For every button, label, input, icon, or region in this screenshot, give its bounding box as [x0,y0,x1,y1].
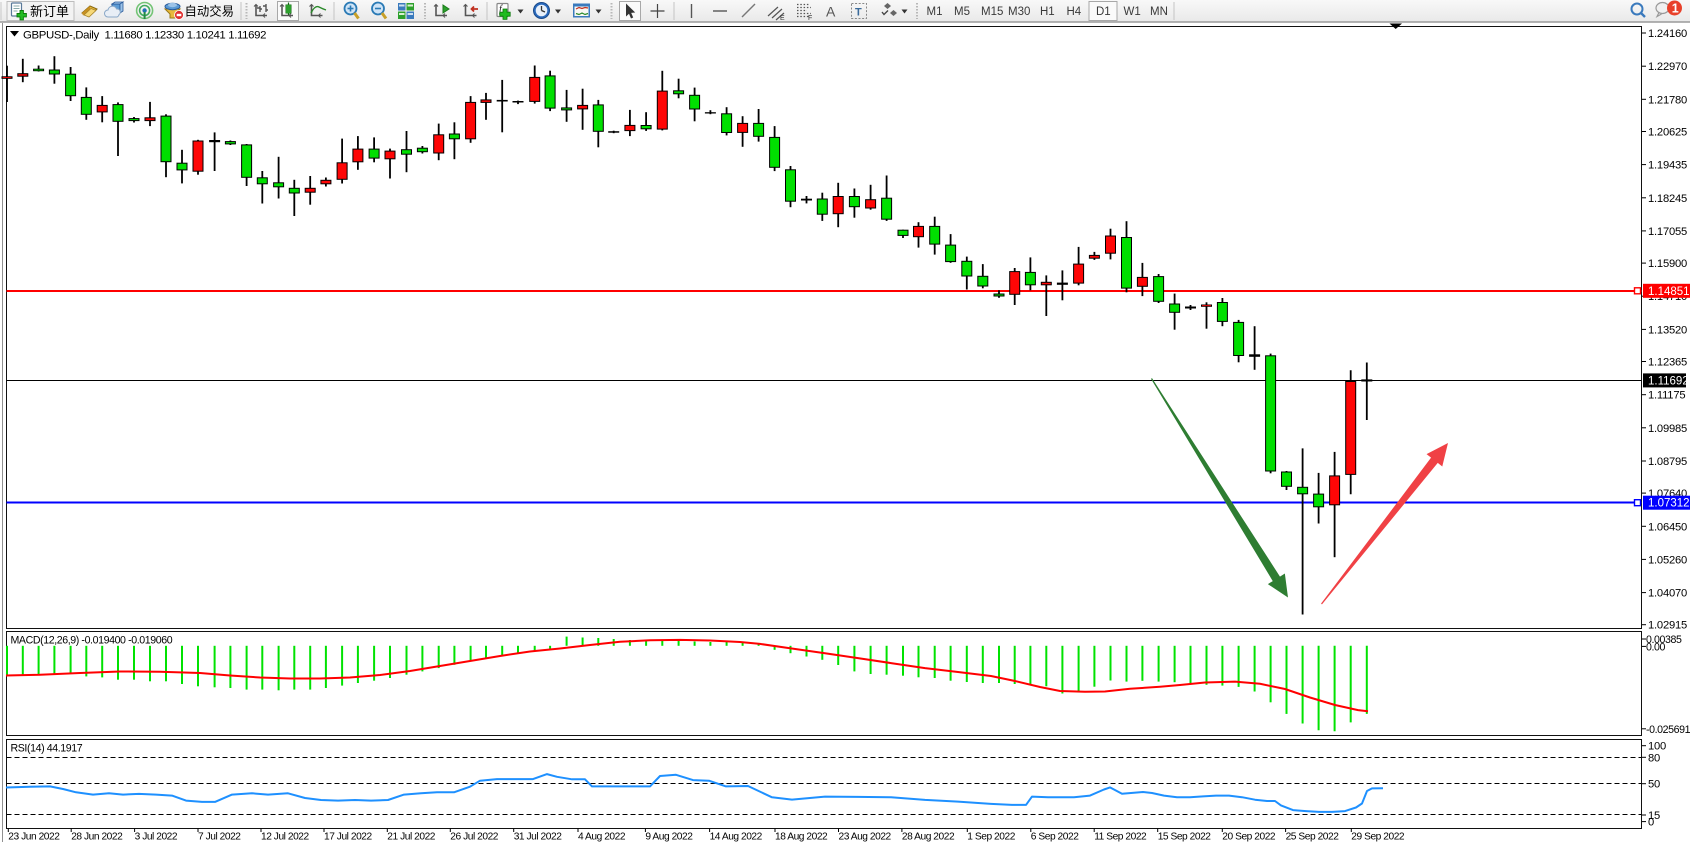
svg-text:6 Sep 2022: 6 Sep 2022 [1031,832,1079,842]
svg-text:1.05260: 1.05260 [1648,554,1687,566]
svg-text:3 Jul 2022: 3 Jul 2022 [135,832,178,842]
svg-text:1.11175: 1.11175 [1648,390,1685,402]
svg-text:MACD(12,26,9) -0.019400 -0.019: MACD(12,26,9) -0.019400 -0.019060 [11,635,173,647]
svg-text:20 Sep 2022: 20 Sep 2022 [1222,832,1276,842]
svg-text:1.09985: 1.09985 [1648,423,1687,435]
svg-text:1.19435: 1.19435 [1648,160,1687,172]
svg-text:E: E [780,15,785,22]
svg-text:1.07312: 1.07312 [1648,498,1690,510]
svg-text:7 Jul 2022: 7 Jul 2022 [198,832,241,842]
svg-text:31 Jul 2022: 31 Jul 2022 [514,832,563,842]
svg-text:15 Sep 2022: 15 Sep 2022 [1158,832,1212,842]
svg-text:A: A [826,4,836,20]
svg-text:1.02915: 1.02915 [1648,620,1687,632]
svg-text:H4: H4 [1067,6,1082,18]
svg-text:25 Sep 2022: 25 Sep 2022 [1286,832,1340,842]
svg-text:T: T [855,7,862,19]
svg-text:1.04070: 1.04070 [1648,588,1687,600]
svg-text:-0.025691: -0.025691 [1646,724,1690,736]
svg-text:1.15900: 1.15900 [1648,258,1687,270]
svg-text:自动交易: 自动交易 [185,4,235,19]
svg-text:W1: W1 [1124,6,1141,18]
svg-text:0: 0 [1648,817,1654,829]
svg-text:1.17055: 1.17055 [1648,226,1687,238]
svg-text:26 Jul 2022: 26 Jul 2022 [450,832,499,842]
svg-text:15: 15 [1648,810,1660,822]
svg-text:MN: MN [1150,6,1168,18]
svg-text:1.12365: 1.12365 [1648,357,1687,369]
svg-text:1.20625: 1.20625 [1648,127,1687,139]
svg-text:1: 1 [1672,2,1679,16]
svg-text:0.00: 0.00 [1646,641,1666,653]
svg-text:1.13520: 1.13520 [1648,324,1687,336]
svg-text:1.21780: 1.21780 [1648,94,1687,106]
svg-text:23 Aug 2022: 23 Aug 2022 [839,832,892,842]
svg-text:9 Aug 2022: 9 Aug 2022 [645,832,693,842]
svg-text:28 Jun 2022: 28 Jun 2022 [71,832,123,842]
svg-text:M30: M30 [1008,6,1030,18]
svg-text:D1: D1 [1096,6,1111,18]
svg-text:29 Sep 2022: 29 Sep 2022 [1351,832,1405,842]
svg-text:28 Aug 2022: 28 Aug 2022 [902,832,955,842]
svg-text:11 Sep 2022: 11 Sep 2022 [1094,832,1147,842]
svg-text:12 Jul 2022: 12 Jul 2022 [261,832,310,842]
svg-text:14 Aug 2022: 14 Aug 2022 [710,832,763,842]
svg-text:17 Jul 2022: 17 Jul 2022 [324,832,373,842]
svg-text:1.08795: 1.08795 [1648,456,1687,468]
svg-text:M1: M1 [927,6,943,18]
svg-text:M15: M15 [981,6,1003,18]
svg-text:新订单: 新订单 [30,4,69,19]
svg-text:F: F [808,15,812,22]
svg-text:1.06450: 1.06450 [1648,521,1687,533]
svg-text:1.18245: 1.18245 [1648,193,1687,205]
svg-text:GBPUSD-,Daily 1.11680 1.12330: GBPUSD-,Daily 1.11680 1.12330 1.10241 1.… [23,30,266,42]
svg-text:M5: M5 [954,6,970,18]
svg-text:18 Aug 2022: 18 Aug 2022 [775,832,828,842]
svg-text:23 Jun 2022: 23 Jun 2022 [8,832,60,842]
svg-text:RSI(14) 44.1917: RSI(14) 44.1917 [11,743,83,755]
svg-text:1 Sep 2022: 1 Sep 2022 [967,832,1015,842]
svg-text:1.14851: 1.14851 [1648,286,1690,298]
svg-text:80: 80 [1648,752,1660,764]
svg-text:1.24160: 1.24160 [1648,28,1687,40]
svg-text:f: f [499,4,503,15]
svg-text:H1: H1 [1040,6,1055,18]
svg-text:100: 100 [1648,741,1666,753]
svg-text:50: 50 [1648,779,1660,791]
svg-text:1.22970: 1.22970 [1648,61,1687,73]
svg-text:21 Jul 2022: 21 Jul 2022 [387,832,436,842]
svg-text:1.11692: 1.11692 [1648,375,1689,387]
svg-text:4 Aug 2022: 4 Aug 2022 [578,832,626,842]
svg-text:0.00385: 0.00385 [1646,634,1682,646]
